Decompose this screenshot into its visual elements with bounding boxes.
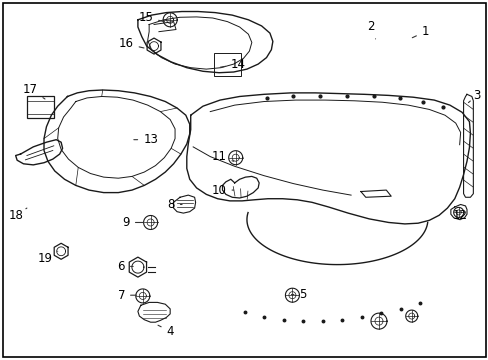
Text: 9: 9 [122,216,142,229]
Text: 13: 13 [134,133,158,146]
Text: 14: 14 [220,58,245,71]
Text: 8: 8 [167,198,182,211]
Text: 4: 4 [158,325,174,338]
Text: 7: 7 [117,289,136,302]
Text: 18: 18 [8,208,27,222]
Text: 17: 17 [23,83,45,99]
Bar [27,96,54,118]
Text: 16: 16 [119,37,143,50]
Text: 15: 15 [138,11,164,24]
Text: 2: 2 [366,21,375,39]
Text: 3: 3 [468,89,480,103]
Text: 10: 10 [211,184,233,197]
Text: 6: 6 [117,260,133,273]
Text: 5: 5 [291,288,306,301]
Text: 12: 12 [452,209,467,222]
Bar [214,53,241,76]
Text: 19: 19 [38,251,58,265]
Text: 1: 1 [411,25,428,38]
Text: 11: 11 [211,150,233,163]
